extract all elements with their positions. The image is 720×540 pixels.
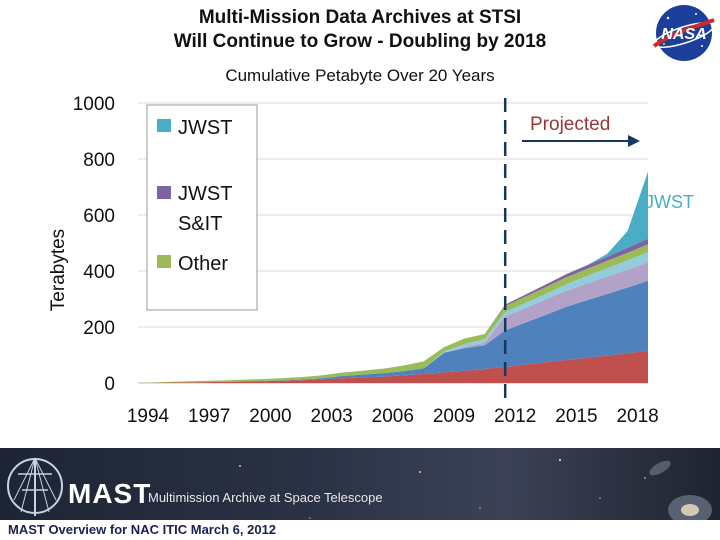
y-tick-label: 400 <box>83 262 115 283</box>
x-tick-label: 2006 <box>372 406 414 427</box>
legend-swatch-other <box>157 255 171 268</box>
mast-subtitle: Multimission Archive at Space Telescope <box>148 490 383 505</box>
y-tick-label: 800 <box>83 150 115 171</box>
y-tick-label: 0 <box>104 374 115 395</box>
legend-swatch-jwst-sit <box>157 186 171 199</box>
legend-label-jwst-sit-line1: JWST <box>178 183 232 205</box>
jwst-annotation: JWST <box>645 192 694 212</box>
legend-box <box>146 104 258 311</box>
starfield <box>239 458 712 525</box>
x-tick-label: 2018 <box>616 406 658 427</box>
legend: JWST JWST S&IT Other <box>146 104 258 311</box>
nasa-logo: NASA <box>652 5 715 61</box>
y-tick-label: 1000 <box>73 94 115 115</box>
x-tick-label: 2009 <box>433 406 475 427</box>
x-tick-label: 1994 <box>127 406 170 427</box>
x-tick-label: 2000 <box>249 406 291 427</box>
area-series-2 <box>138 280 648 383</box>
title-line-2: Will Continue to Grow - Doubling by 2018 <box>173 31 547 52</box>
y-tick-label: 600 <box>83 206 115 227</box>
y-tick-labels: 0 200 400 600 800 1000 <box>73 94 115 395</box>
area-series-1 <box>138 350 648 383</box>
chart: 0 200 400 600 800 1000 1994 1997 2000 2003 2006 20… <box>48 94 694 427</box>
legend-label-jwst-sit-line2: S&IT <box>178 213 222 235</box>
chart-title: Cumulative Petabyte Over 20 Years <box>225 66 495 85</box>
page-title: Multi-Mission Data Archives at STSI Will… <box>60 6 660 54</box>
legend-swatch-jwst <box>157 119 171 132</box>
legend-label-other: Other <box>178 253 228 275</box>
projected-arrowhead <box>628 135 640 147</box>
x-tick-labels: 1994 1997 2000 2003 2006 2009 2012 2015 2018 <box>127 406 659 427</box>
nasa-logo-text: NASA <box>661 26 706 43</box>
mast-title: MAST <box>68 478 152 509</box>
x-tick-label: 1997 <box>188 406 230 427</box>
x-tick-label: 2003 <box>310 406 352 427</box>
legend-label-jwst: JWST <box>178 117 232 139</box>
x-tick-label: 2012 <box>494 406 536 427</box>
footer-caption: MAST Overview for NAC ITIC March 6, 2012 <box>8 522 277 537</box>
area-layers <box>138 171 648 383</box>
mast-logo-icon <box>7 457 63 516</box>
y-tick-label: 200 <box>83 318 115 339</box>
x-tick-label: 2015 <box>555 406 597 427</box>
title-line-1: Multi-Mission Data Archives at STSI <box>198 7 522 28</box>
projected-label: Projected <box>530 114 610 135</box>
y-axis-label: Terabytes <box>48 229 69 311</box>
footer-caption-bar <box>0 520 720 540</box>
